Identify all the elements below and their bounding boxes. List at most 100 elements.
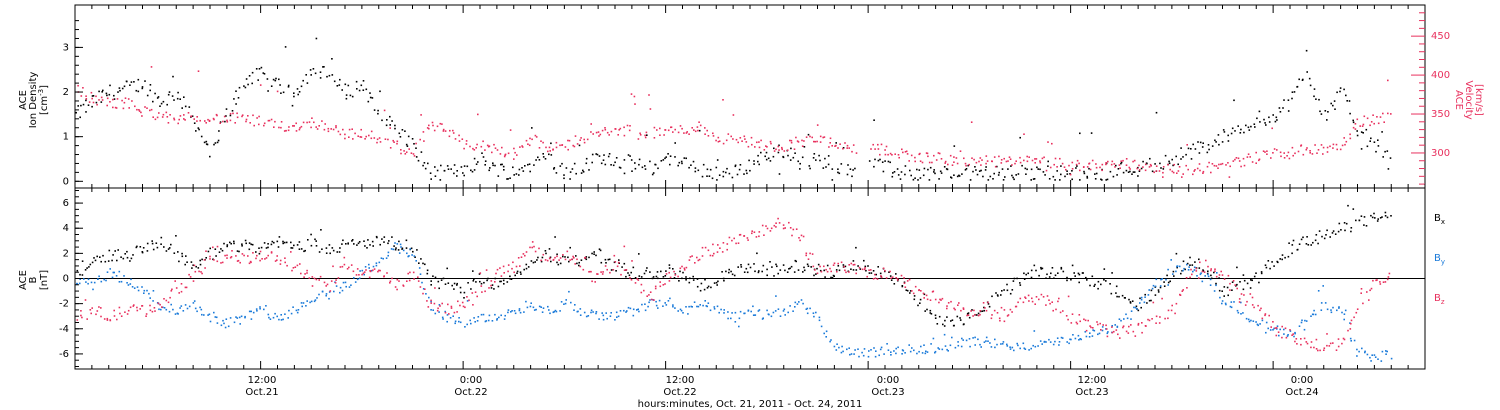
by-point bbox=[162, 306, 164, 309]
density-point bbox=[1019, 136, 1021, 139]
by-point bbox=[350, 284, 352, 286]
by-point bbox=[716, 305, 719, 308]
bz-point bbox=[1085, 329, 1088, 332]
by-point bbox=[579, 308, 582, 310]
velocity-point bbox=[905, 150, 908, 153]
bz-point bbox=[109, 319, 111, 321]
density-point bbox=[630, 159, 633, 161]
bx-point bbox=[1249, 287, 1252, 289]
bz-point bbox=[766, 227, 769, 230]
velocity-point bbox=[184, 119, 186, 121]
density-point bbox=[287, 86, 290, 88]
bx-point bbox=[1258, 281, 1260, 284]
density-point bbox=[331, 58, 333, 60]
bx-point bbox=[807, 265, 810, 267]
bz-point bbox=[863, 268, 866, 271]
by-point bbox=[538, 305, 541, 308]
bz-point bbox=[213, 259, 215, 261]
density-point bbox=[389, 124, 391, 126]
by-point bbox=[858, 355, 860, 358]
by-point bbox=[994, 346, 996, 349]
bx-point bbox=[942, 323, 944, 326]
density-point bbox=[1187, 147, 1190, 150]
by-point bbox=[529, 305, 532, 308]
bz-point bbox=[819, 265, 821, 268]
density-point bbox=[769, 160, 772, 162]
by-point bbox=[696, 305, 698, 308]
velocity-point bbox=[634, 103, 636, 105]
velocity-point bbox=[229, 112, 232, 115]
bz-point bbox=[903, 277, 905, 279]
density-point bbox=[716, 179, 718, 181]
velocity-point bbox=[513, 158, 515, 160]
bz-point bbox=[127, 309, 130, 312]
velocity-point bbox=[614, 128, 617, 130]
bx-point bbox=[1093, 285, 1095, 287]
bx-point bbox=[201, 258, 203, 261]
by-point bbox=[1079, 338, 1081, 340]
by-point bbox=[1317, 290, 1320, 292]
density-point bbox=[279, 84, 281, 86]
density-point bbox=[119, 89, 121, 92]
bx-point bbox=[651, 277, 654, 280]
bx-point bbox=[660, 270, 662, 273]
velocity-point bbox=[639, 132, 641, 135]
velocity-point bbox=[777, 145, 780, 148]
bz-point bbox=[1285, 336, 1288, 339]
bz-point bbox=[1198, 277, 1200, 279]
bx-point bbox=[1250, 279, 1252, 281]
velocity-point bbox=[1008, 156, 1011, 158]
density-point bbox=[559, 165, 562, 167]
bx-point bbox=[1302, 236, 1304, 239]
velocity-point bbox=[101, 99, 104, 101]
bx-point bbox=[817, 263, 820, 266]
by-point bbox=[523, 311, 525, 313]
velocity-point bbox=[965, 164, 967, 167]
bx-point bbox=[872, 270, 875, 272]
density-point bbox=[358, 89, 361, 92]
by-point bbox=[272, 316, 275, 319]
by-point bbox=[415, 260, 417, 262]
bz-point bbox=[444, 311, 447, 314]
velocity-point bbox=[884, 149, 886, 151]
bx-point bbox=[1231, 281, 1234, 283]
bx-point bbox=[575, 255, 577, 257]
by-point bbox=[87, 282, 89, 285]
bz-point bbox=[343, 263, 346, 266]
density-point bbox=[604, 163, 607, 166]
bz-point bbox=[513, 271, 515, 274]
velocity-point bbox=[925, 152, 928, 154]
velocity-point bbox=[477, 113, 479, 116]
by-point bbox=[570, 301, 572, 304]
bz-point bbox=[1259, 309, 1261, 312]
bz-point bbox=[654, 287, 657, 290]
bz-point bbox=[1270, 326, 1272, 328]
density-point bbox=[757, 160, 759, 163]
bx-point bbox=[310, 244, 313, 247]
velocity-point bbox=[955, 157, 958, 159]
density-point bbox=[1086, 177, 1089, 179]
density-point bbox=[980, 169, 982, 172]
velocity-point bbox=[816, 124, 819, 126]
velocity-point bbox=[1034, 158, 1036, 160]
bz-point bbox=[1031, 297, 1033, 300]
bx-point bbox=[86, 267, 88, 269]
bz-point bbox=[355, 274, 358, 276]
velocity-point bbox=[1251, 161, 1254, 163]
bx-point bbox=[1159, 286, 1162, 289]
bz-point bbox=[763, 234, 765, 236]
by-point bbox=[815, 311, 817, 314]
bz-point bbox=[689, 256, 692, 258]
velocity-point bbox=[877, 143, 879, 146]
velocity-point bbox=[839, 143, 841, 145]
by-point bbox=[1353, 339, 1356, 342]
velocity-point bbox=[1354, 128, 1357, 130]
bz-point bbox=[962, 307, 965, 309]
density-point bbox=[760, 151, 762, 154]
by-point bbox=[1237, 311, 1240, 314]
density-point bbox=[360, 84, 363, 87]
bz-point bbox=[265, 257, 268, 259]
bz-point bbox=[136, 306, 138, 309]
bz-point bbox=[707, 249, 710, 252]
x-tick-label-date: Oct.23 bbox=[871, 387, 904, 398]
